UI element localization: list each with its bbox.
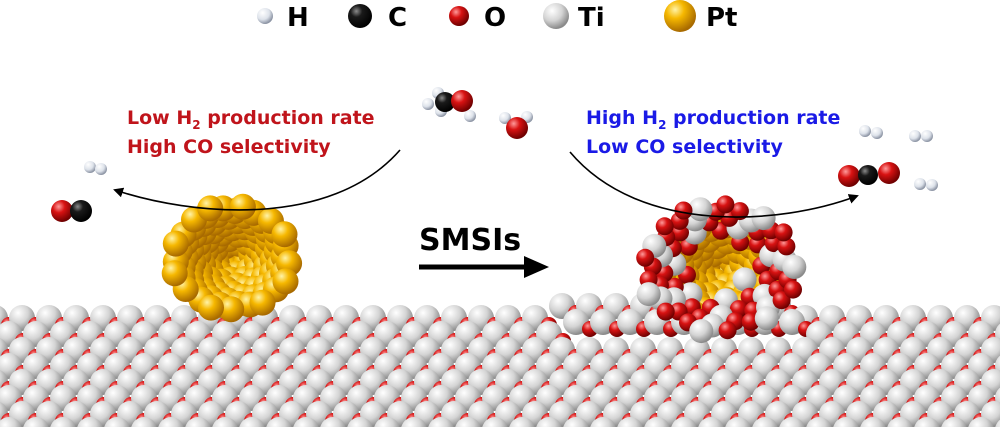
platinum-atom-icon bbox=[664, 0, 696, 32]
tio2-substrate bbox=[0, 293, 1000, 431]
h2-molecule-left-icon bbox=[84, 161, 107, 175]
smsi-arrow-head bbox=[524, 256, 549, 278]
smsi-label: SMSIs bbox=[419, 223, 521, 258]
left-rate-label: Low H2 production rate bbox=[127, 107, 375, 132]
right-rate-label: High H2 production rate bbox=[586, 107, 840, 132]
hydrogen-atom-icon bbox=[257, 8, 273, 24]
legend-label-o: O bbox=[484, 3, 506, 33]
legend-label-c: C bbox=[388, 3, 407, 33]
titanium-atom-icon bbox=[543, 3, 569, 29]
left-selectivity-label: High CO selectivity bbox=[127, 136, 331, 158]
pt-nanoparticle-encapsulated bbox=[636, 195, 807, 344]
right-selectivity-label: Low CO selectivity bbox=[586, 136, 783, 158]
pt-nanoparticle-left bbox=[161, 193, 303, 323]
legend-label-pt: Pt bbox=[706, 3, 737, 33]
co-molecule-left-icon bbox=[51, 200, 92, 222]
methanol-molecule-icon bbox=[422, 87, 476, 122]
carbon-atom-icon bbox=[348, 4, 372, 28]
oxygen-atom-icon bbox=[449, 6, 469, 26]
legend-item-c: C bbox=[348, 3, 407, 33]
smsi-transition: SMSIs bbox=[419, 223, 549, 278]
left-reaction-arrow bbox=[113, 149, 401, 211]
co2-molecule-icon bbox=[838, 162, 900, 187]
water-molecule-icon bbox=[499, 111, 533, 139]
legend-item-h: H bbox=[257, 3, 309, 33]
left-label-block: Low H2 production rate High CO selectivi… bbox=[127, 107, 375, 158]
right-reaction-arrow bbox=[569, 151, 859, 218]
legend-label-h: H bbox=[287, 3, 309, 33]
legend-item-o: O bbox=[449, 3, 506, 33]
element-legend: H C O Ti Pt bbox=[257, 0, 737, 33]
legend-item-ti: Ti bbox=[543, 3, 605, 33]
legend-label-ti: Ti bbox=[578, 3, 605, 33]
legend-item-pt: Pt bbox=[664, 0, 737, 33]
right-label-block: High H2 production rate Low CO selectivi… bbox=[586, 107, 840, 158]
h2-molecule-right-icon bbox=[859, 125, 938, 191]
